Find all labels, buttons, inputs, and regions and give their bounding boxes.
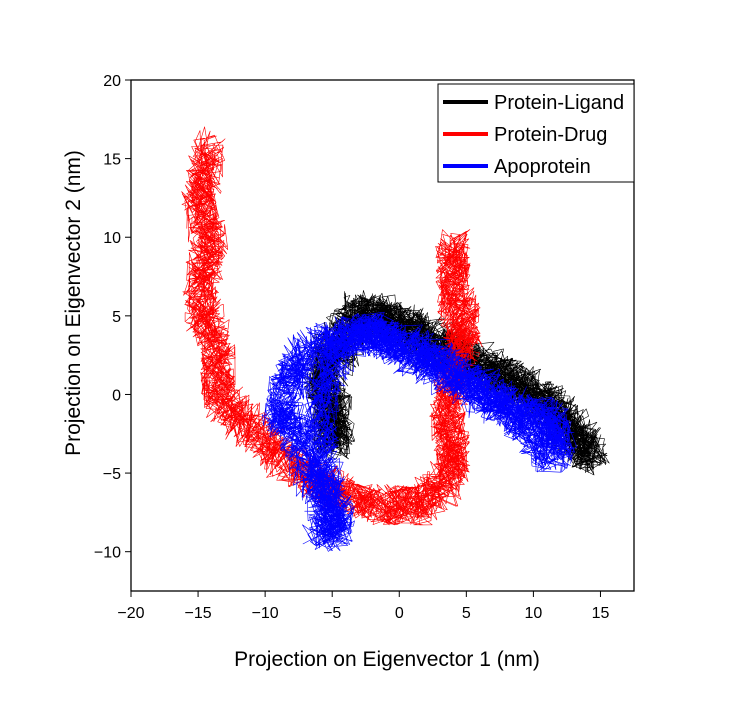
- x-tick-label: 15: [592, 605, 610, 622]
- legend: Protein-Ligand Protein-Drug Apoprotein: [437, 83, 635, 183]
- x-axis: −20 −15 −10 −5 0 5 10 15: [117, 591, 609, 622]
- series-line: [181, 126, 483, 526]
- y-tick-label: 5: [112, 309, 121, 326]
- x-tick-label: 0: [395, 605, 404, 622]
- x-tick-label: 5: [462, 605, 471, 622]
- x-tick-label: −10: [252, 605, 279, 622]
- x-tick-label: −20: [117, 605, 144, 622]
- legend-label: Protein-Drug: [494, 124, 607, 146]
- y-tick-label: −10: [94, 545, 121, 562]
- y-tick-label: 15: [103, 152, 121, 169]
- x-tick-label: 10: [525, 605, 543, 622]
- y-tick-label: 0: [112, 387, 121, 404]
- series-layer: [181, 126, 610, 552]
- legend-label: Apoprotein: [494, 156, 591, 178]
- y-axis-label: Projection on Eigenvector 2 (nm): [62, 150, 85, 456]
- x-tick-label: −5: [323, 605, 341, 622]
- y-tick-label: 20: [103, 73, 121, 90]
- y-tick-label: −5: [103, 466, 121, 483]
- plot-frame: [130, 79, 635, 592]
- y-axis: −10 −5 0 5 10 15 20: [94, 73, 131, 562]
- series-line: [261, 311, 578, 552]
- y-tick-label: 10: [103, 230, 121, 247]
- x-axis-label: Projection on Eigenvector 1 (nm): [234, 648, 540, 671]
- x-tick-label: −15: [184, 605, 211, 622]
- legend-label: Protein-Ligand: [494, 92, 624, 114]
